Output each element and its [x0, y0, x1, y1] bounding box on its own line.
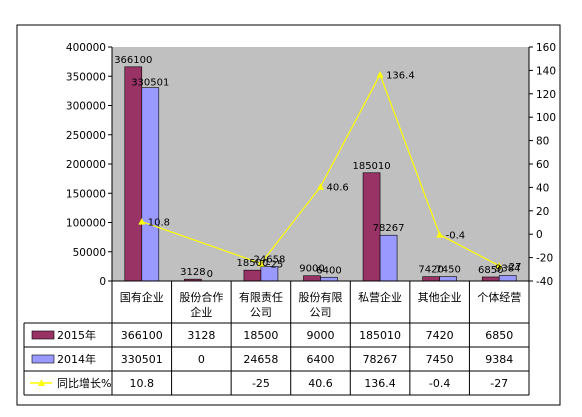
data-label-2014-5: 7450 — [435, 265, 460, 276]
category-label-6: 个体经营 — [477, 290, 521, 304]
bar-2015-3 — [303, 275, 321, 282]
axes-group: 0 50000 100000 150000 200000 250000 300000 3500… — [66, 42, 556, 288]
category-label-5: 其他企业 — [418, 290, 462, 304]
left-tick-label: 150000 — [66, 188, 106, 200]
growth-label-6: -27 — [505, 262, 521, 273]
left-tick-label: 300000 — [66, 101, 106, 113]
data-label-2015-1: 3128 — [180, 267, 205, 278]
bar-2015-2 — [243, 269, 262, 282]
category-label-1: 股份合作企业 — [179, 290, 223, 319]
table-cell-growth-3: 40.6 — [308, 377, 333, 390]
data-label-2014-3: 6400 — [316, 265, 341, 276]
bar-2014-3 — [320, 276, 338, 282]
legend-label-growth: 同比增长% — [57, 376, 111, 390]
data-label-2015-5: 7420 — [418, 265, 443, 276]
growth-marker-0 — [138, 218, 146, 225]
table-cell-2014-5: 7450 — [426, 353, 454, 366]
left-tick-label: 250000 — [66, 130, 106, 142]
table-cell-growth-0: 10.8 — [130, 377, 155, 390]
left-tick-label: 0 — [99, 276, 106, 288]
growth-label-5: -0.4 — [446, 231, 466, 242]
data-label-2015-4: 185010 — [352, 161, 390, 172]
bar-2014-4 — [379, 234, 398, 282]
table-cell-2014-6: 9384 — [485, 353, 513, 366]
left-tick-label: 400000 — [66, 42, 106, 54]
bar-2015-5 — [422, 276, 440, 282]
bar-series-group — [124, 66, 517, 282]
data-label-2014-6: 9384 — [495, 264, 520, 275]
table-cell-growth-5: -0.4 — [429, 377, 450, 390]
growth-label-2: -25 — [267, 259, 283, 270]
left-tick-label: 100000 — [66, 218, 106, 230]
data-label-2015-2: 18500 — [237, 258, 269, 269]
table-cell-2015-3: 9000 — [307, 329, 335, 342]
data-label-2014-1: 0 — [207, 269, 213, 280]
growth-line-group — [138, 71, 503, 269]
right-tick-label: 120 — [536, 89, 556, 101]
table-cell-2015-0: 366100 — [121, 329, 163, 342]
left-tick-label: 200000 — [66, 159, 106, 171]
growth-label-3: 40.6 — [327, 183, 349, 194]
growth-marker-2 — [257, 259, 265, 267]
right-tick-label: 60 — [536, 159, 549, 171]
growth-marker-3 — [317, 183, 324, 190]
left-tick-label: 50000 — [73, 247, 106, 259]
growth-marker-5 — [436, 231, 444, 238]
category-label-2: 有限责任公司 — [239, 290, 283, 319]
growth-marker-4 — [376, 71, 384, 78]
bar-2014-0 — [141, 87, 160, 282]
right-tick-label: 100 — [536, 112, 556, 124]
table-cell-2014-1: 0 — [198, 353, 205, 366]
bar-2015-0 — [124, 66, 143, 282]
bar-2014-5 — [439, 276, 457, 282]
bar-2014-6 — [498, 275, 517, 282]
growth-marker-6 — [495, 262, 503, 269]
table-cell-2014-0: 330501 — [121, 353, 163, 366]
table-cell-2014-4: 78267 — [363, 353, 398, 366]
data-labels-group: 366100 3128 18500 9000 185010 7420 6850 330501 0… — [114, 55, 521, 280]
right-tick-label: 20 — [536, 206, 549, 218]
right-tick-label: 0 — [536, 229, 543, 241]
category-label-0: 国有企业 — [120, 290, 164, 304]
growth-label-4: 136.4 — [386, 71, 415, 82]
data-label-2014-4: 78267 — [373, 223, 405, 234]
table-cell-2015-2: 18500 — [243, 329, 278, 342]
legend-label-2015: 2015年 — [57, 328, 96, 342]
right-tick-label: 40 — [536, 182, 549, 194]
data-label-2014-0: 330501 — [131, 78, 169, 89]
left-tick-label: 350000 — [66, 71, 106, 83]
right-tick-label: 140 — [536, 65, 556, 77]
plot-area — [112, 47, 529, 281]
category-label-3: 股份有限公司 — [299, 290, 343, 319]
table-cell-growth-6: -27 — [490, 377, 508, 390]
bar-2015-6 — [481, 276, 500, 282]
data-label-2015-0: 366100 — [114, 55, 152, 66]
data-label-2014-2: 24658 — [254, 255, 286, 266]
right-tick-label: -40 — [536, 276, 553, 288]
table-cell-2015-6: 6850 — [485, 329, 513, 342]
table-cell-2015-4: 185010 — [359, 329, 401, 342]
data-label-2015-3: 9000 — [299, 264, 324, 275]
growth-label-0: 10.8 — [148, 218, 170, 229]
legend-marker-growth — [38, 379, 45, 386]
legend-key-2014 — [31, 354, 55, 364]
table-cell-2015-5: 7420 — [426, 329, 454, 342]
table-cell-growth-4: 136.4 — [364, 377, 396, 390]
table-cell-2014-2: 24658 — [243, 353, 278, 366]
legend-label-2014: 2014年 — [57, 352, 96, 366]
category-label-4: 私营企业 — [358, 290, 402, 304]
growth-line — [141, 73, 500, 267]
table-cell-growth-2: -25 — [252, 377, 270, 390]
table-cell-2015-1: 3128 — [187, 329, 215, 342]
right-tick-label: 160 — [536, 42, 556, 54]
right-tick-label: 80 — [536, 136, 549, 148]
data-label-2015-6: 6850 — [478, 265, 503, 276]
right-tick-label: -20 — [536, 253, 553, 265]
table-cell-2014-3: 6400 — [307, 353, 335, 366]
legend-key-2015 — [31, 330, 55, 340]
